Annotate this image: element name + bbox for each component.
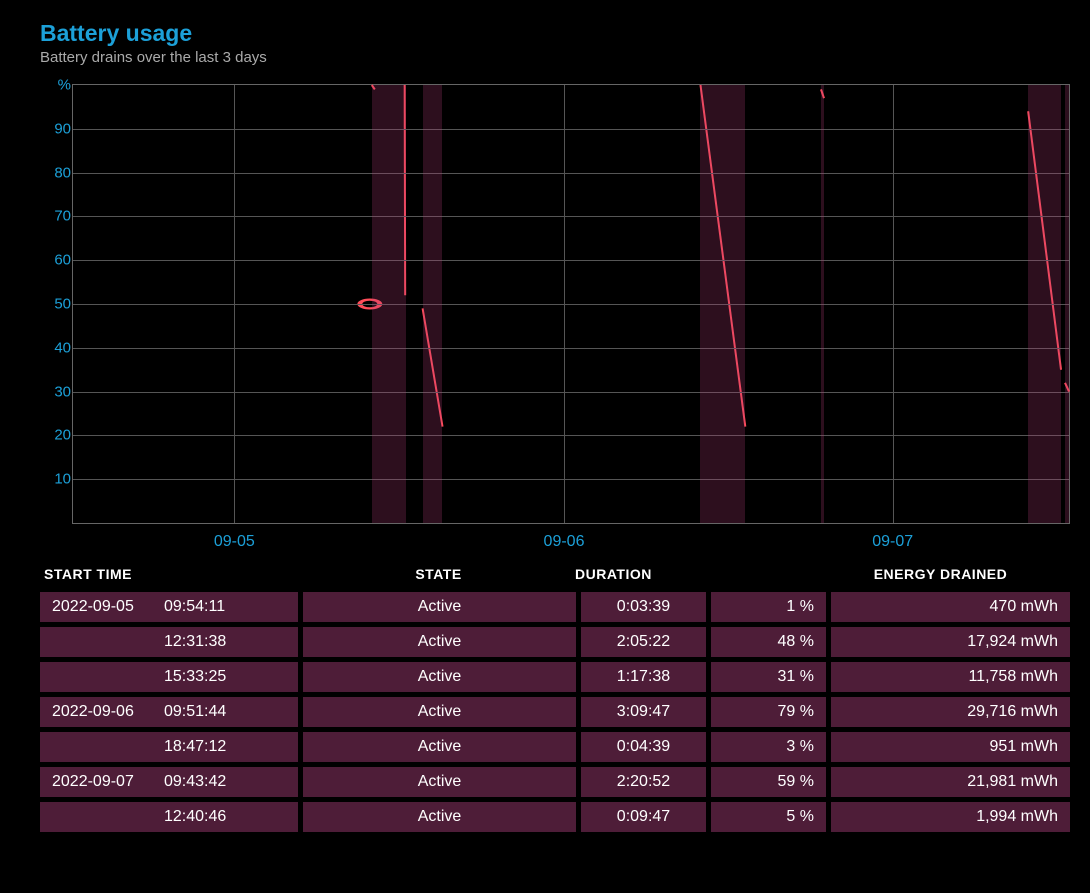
cell-state: Active [303,697,576,727]
cell-start-time: 15:33:25 [40,662,298,692]
gridline-vertical [893,85,894,523]
cell-energy: 21,981 mWh [831,767,1070,797]
cell-start-time: 2022-09-06 09:51:44 [40,697,298,727]
table-body: 2022-09-0509:54:11Active0:03:391 %470 mW… [40,592,1070,832]
col-header-duration: DURATION [575,566,700,582]
gridline-horizontal [73,392,1069,393]
cell-state: Active [303,627,576,657]
page-subtitle: Battery drains over the last 3 days [40,49,1070,66]
cell-percent: 48 % [711,627,826,657]
active-band [821,85,824,523]
cell-energy: 470 mWh [831,592,1070,622]
gridline-horizontal [73,348,1069,349]
cell-state: Active [303,662,576,692]
table-row: 2022-09-06 09:51:44 Active3:09:4779 %29,71… [40,697,1070,727]
cell-date: 2022-09-06 [52,697,150,727]
gridline-horizontal [73,479,1069,480]
active-band [423,85,442,523]
chart-plot-area: %10203040506070809009-0509-0609-07 [72,84,1070,524]
cell-energy: 11,758 mWh [831,662,1070,692]
cell-percent: 3 % [711,732,826,762]
cell-energy: 29,716 mWh [831,697,1070,727]
cell-state: Active [303,802,576,832]
y-tick-label: 50 [54,296,71,313]
cell-duration: 0:09:47 [581,802,706,832]
active-band [372,85,406,523]
cell-percent: 79 % [711,697,826,727]
cell-duration: 1:17:38 [581,662,706,692]
cell-start-time: 18:47:12 [40,732,298,762]
cell-duration: 0:04:39 [581,732,706,762]
cell-start-time: 12:31:38 [40,627,298,657]
cell-start-time: 2022-09-05 09:54:11 [40,592,298,622]
table-row: 12:40:46 Active0:09:475 %1,994 mWh [40,802,1070,832]
cell-duration: 2:05:22 [581,627,706,657]
cell-energy: 17,924 mWh [831,627,1070,657]
cell-energy: 1,994 mWh [831,802,1070,832]
table-row: 12:31:38 Active2:05:2248 %17,924 mWh [40,627,1070,657]
x-tick-label: 09-07 [872,533,913,551]
y-tick-label: 90 [54,120,71,137]
cell-state: Active [303,592,576,622]
cell-percent: 59 % [711,767,826,797]
col-header-pct [700,566,815,582]
cell-state: Active [303,767,576,797]
cell-time: 15:33:25 [164,662,226,692]
cell-duration: 0:03:39 [581,592,706,622]
y-tick-label: 70 [54,208,71,225]
table-header-row: START TIME STATE DURATION ENERGY DRAINED [40,562,1070,592]
cell-percent: 5 % [711,802,826,832]
cell-duration: 2:20:52 [581,767,706,797]
table-row: 2022-09-05 09:54:11 Active0:03:391 %470 mW… [40,592,1070,622]
y-axis-unit-label: % [58,77,71,94]
gridline-horizontal [73,173,1069,174]
gridline-horizontal [73,435,1069,436]
cell-duration: 3:09:47 [581,697,706,727]
cell-energy: 951 mWh [831,732,1070,762]
cell-time: 12:40:46 [164,802,226,832]
cell-time: 12:31:38 [164,627,226,657]
cell-time: 09:54:11 [164,592,225,622]
cell-percent: 1 % [711,592,826,622]
active-band [1065,85,1069,523]
y-tick-label: 80 [54,164,71,181]
col-header-state: STATE [302,566,575,582]
drain-table: START TIME STATE DURATION ENERGY DRAINED… [40,562,1070,832]
cell-date [52,662,150,692]
x-tick-label: 09-05 [214,533,255,551]
cell-percent: 31 % [711,662,826,692]
cell-date [52,732,150,762]
cell-time: 09:51:44 [164,697,226,727]
gridline-horizontal [73,304,1069,305]
gridline-horizontal [73,260,1069,261]
active-band [700,85,745,523]
cell-start-time: 2022-09-07 09:43:42 [40,767,298,797]
y-tick-label: 40 [54,339,71,356]
table-row: 18:47:12 Active0:04:393 %951 mWh [40,732,1070,762]
y-tick-label: 30 [54,383,71,400]
table-row: 2022-09-07 09:43:42 Active2:20:5259 %21,98… [40,767,1070,797]
y-tick-label: 60 [54,252,71,269]
cell-state: Active [303,732,576,762]
cell-date [52,627,150,657]
x-tick-label: 09-06 [544,533,585,551]
battery-chart: %10203040506070809009-0509-0609-07 [40,84,1070,524]
gridline-horizontal [73,216,1069,217]
y-tick-label: 10 [54,471,71,488]
col-header-energy: ENERGY DRAINED [815,566,1066,582]
gridline-vertical [234,85,235,523]
cell-date [52,802,150,832]
col-header-start: START TIME [44,566,302,582]
table-row: 15:33:25 Active1:17:3831 %11,758 mWh [40,662,1070,692]
y-tick-label: 20 [54,427,71,444]
cell-time: 18:47:12 [164,732,226,762]
gridline-horizontal [73,129,1069,130]
page-title: Battery usage [40,20,1070,47]
active-band [1028,85,1061,523]
cell-start-time: 12:40:46 [40,802,298,832]
cell-date: 2022-09-07 [52,767,150,797]
cell-date: 2022-09-05 [52,592,150,622]
cell-time: 09:43:42 [164,767,226,797]
gridline-vertical [564,85,565,523]
